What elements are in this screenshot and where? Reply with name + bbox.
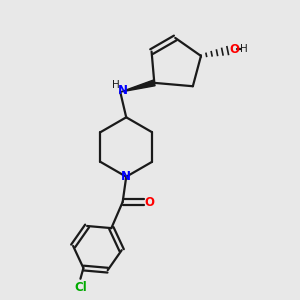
Text: H: H xyxy=(112,80,120,90)
Text: H: H xyxy=(240,44,248,54)
Text: Cl: Cl xyxy=(74,281,87,294)
Polygon shape xyxy=(120,80,155,92)
Text: O: O xyxy=(229,43,239,56)
Text: N: N xyxy=(121,170,131,183)
Text: O: O xyxy=(144,196,154,208)
Text: N: N xyxy=(118,84,128,97)
